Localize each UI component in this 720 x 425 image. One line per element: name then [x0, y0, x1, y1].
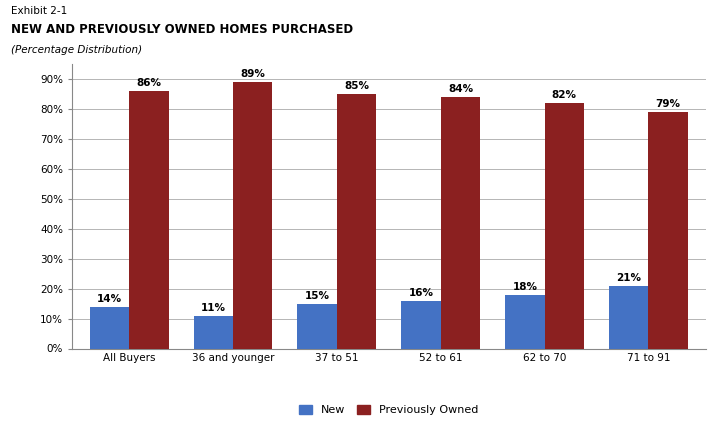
Bar — [441, 97, 480, 348]
Bar — [505, 295, 544, 348]
Bar — [609, 286, 649, 348]
Bar — [129, 91, 168, 348]
Legend: New, Previously Owned: New, Previously Owned — [294, 400, 483, 420]
Bar — [649, 112, 688, 348]
Bar — [544, 103, 584, 348]
Text: 18%: 18% — [513, 282, 537, 292]
Text: NEW AND PREVIOUSLY OWNED HOMES PURCHASED: NEW AND PREVIOUSLY OWNED HOMES PURCHASED — [11, 23, 353, 37]
Bar — [401, 300, 441, 348]
Text: 86%: 86% — [136, 78, 161, 88]
Text: 84%: 84% — [448, 84, 473, 94]
Text: 14%: 14% — [96, 294, 122, 304]
Bar — [233, 82, 272, 348]
Bar — [90, 306, 129, 348]
Bar — [337, 94, 377, 348]
Bar — [297, 303, 337, 348]
Text: 89%: 89% — [240, 69, 265, 79]
Text: 79%: 79% — [656, 99, 680, 109]
Text: 85%: 85% — [344, 81, 369, 91]
Text: 82%: 82% — [552, 91, 577, 100]
Text: Exhibit 2-1: Exhibit 2-1 — [11, 6, 67, 17]
Text: 15%: 15% — [305, 291, 330, 301]
Bar — [194, 315, 233, 348]
Text: 11%: 11% — [201, 303, 226, 313]
Text: 21%: 21% — [616, 273, 642, 283]
Text: (Percentage Distribution): (Percentage Distribution) — [11, 45, 142, 55]
Text: 16%: 16% — [408, 288, 433, 298]
